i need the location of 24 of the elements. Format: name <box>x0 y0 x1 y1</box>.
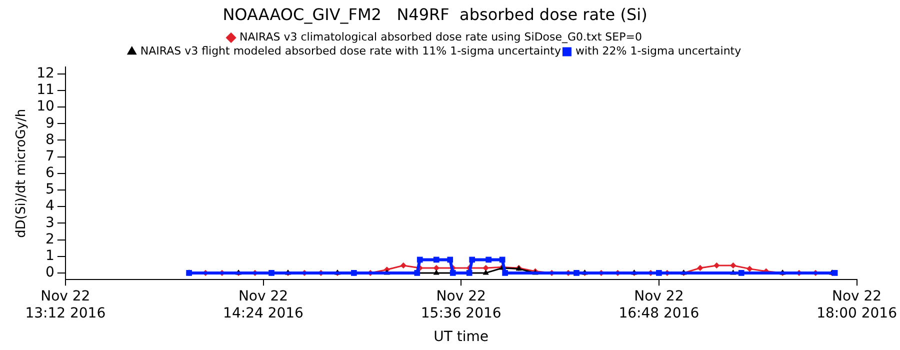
legend-label: NAIRAS v3 climatological absorbed dose rate using SiDose_G0.txt SEP=0 <box>240 30 642 44</box>
y-tick-label: 4 <box>45 198 54 214</box>
y-tick-label: 12 <box>36 65 54 82</box>
y-axis-title: dD(Si)/dt microGy/h <box>14 108 30 238</box>
legend-label: NAIRAS v3 flight modeled absorbed dose rate with 11% 1-sigma uncertainty <box>140 44 562 58</box>
x-tick-label: Nov 22 14:24 2016 <box>223 288 304 322</box>
y-tick-label: 7 <box>45 148 54 164</box>
y-tick-label: 10 <box>36 98 54 115</box>
y-tick-label: 0 <box>45 264 54 281</box>
y-tick-label: 1 <box>45 248 54 264</box>
x-tick-label: Nov 22 13:12 2016 <box>25 288 106 322</box>
chart-title: NOAAAOC_GIV_FM2 N49RF absorbed dose rate (Si) <box>222 4 648 24</box>
y-tick-label: 6 <box>45 165 54 182</box>
y-tick-label: 3 <box>45 214 54 231</box>
y-tick-label: 9 <box>45 115 54 132</box>
x-tick-label: Nov 22 18:00 2016 <box>816 288 898 322</box>
y-tick-label: 2 <box>45 231 54 248</box>
x-tick-label: Nov 22 15:36 2016 <box>420 288 502 322</box>
y-tick-label: 5 <box>45 182 54 198</box>
legend-label: with 22% 1-sigma uncertainty <box>575 44 742 58</box>
x-tick-label: Nov 22 16:48 2016 <box>618 288 700 322</box>
x-axis-title: UT time <box>434 329 489 346</box>
y-tick-label: 8 <box>45 132 54 148</box>
y-tick-label: 11 <box>36 82 54 98</box>
